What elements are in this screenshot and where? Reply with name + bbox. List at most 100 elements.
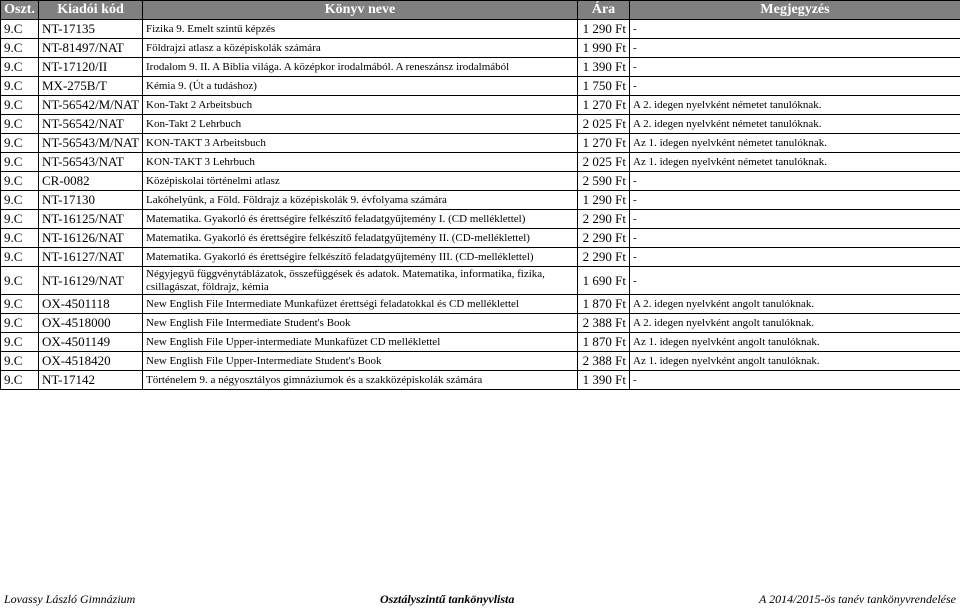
cell-ar: 2 388 Ft	[578, 314, 630, 333]
cell-ar: 2 025 Ft	[578, 115, 630, 134]
cell-kod: OX-4518000	[39, 314, 143, 333]
cell-oszt: 9.C	[1, 20, 39, 39]
cell-kod: OX-4501118	[39, 295, 143, 314]
cell-oszt: 9.C	[1, 191, 39, 210]
cell-meg: -	[630, 191, 960, 210]
cell-oszt: 9.C	[1, 115, 39, 134]
table-row: 9.COX-4518000New English File Intermedia…	[1, 314, 960, 333]
cell-nev: Középiskolai történelmi atlasz	[143, 172, 578, 191]
cell-kod: MX-275B/T	[39, 77, 143, 96]
cell-ar: 1 990 Ft	[578, 39, 630, 58]
cell-oszt: 9.C	[1, 134, 39, 153]
cell-kod: NT-16125/NAT	[39, 210, 143, 229]
page-footer: Lovassy László Gimnázium Osztályszintű t…	[0, 592, 960, 607]
cell-nev: Irodalom 9. II. A Biblia világa. A közép…	[143, 58, 578, 77]
cell-kod: NT-17142	[39, 371, 143, 390]
cell-oszt: 9.C	[1, 96, 39, 115]
footer-center: Osztályszintű tankönyvlista	[380, 592, 514, 607]
cell-kod: NT-56543/M/NAT	[39, 134, 143, 153]
cell-meg: A 2. idegen nyelvként németet tanulóknak…	[630, 96, 960, 115]
cell-ar: 1 690 Ft	[578, 267, 630, 295]
cell-oszt: 9.C	[1, 153, 39, 172]
table-row: 9.CNT-17135Fizika 9. Emelt szintű képzés…	[1, 20, 960, 39]
cell-ar: 1 290 Ft	[578, 20, 630, 39]
cell-nev: Matematika. Gyakorló és érettségire felk…	[143, 229, 578, 248]
cell-kod: NT-81497/NAT	[39, 39, 143, 58]
cell-ar: 2 290 Ft	[578, 248, 630, 267]
cell-kod: NT-16126/NAT	[39, 229, 143, 248]
cell-nev: Kon-Takt 2 Lehrbuch	[143, 115, 578, 134]
cell-meg: -	[630, 58, 960, 77]
textbook-table: Oszt. Kiadói kód Könyv neve Ára Megjegyz…	[0, 0, 960, 390]
cell-kod: OX-4501149	[39, 333, 143, 352]
cell-meg: -	[630, 39, 960, 58]
cell-oszt: 9.C	[1, 295, 39, 314]
table-row: 9.CNT-56543/NATKON-TAKT 3 Lehrbuch2 025 …	[1, 153, 960, 172]
footer-right: A 2014/2015-ös tanév tankönyvrendelése	[759, 592, 956, 607]
cell-meg: -	[630, 210, 960, 229]
cell-meg: -	[630, 267, 960, 295]
cell-meg: -	[630, 77, 960, 96]
footer-left: Lovassy László Gimnázium	[4, 592, 135, 607]
cell-ar: 1 750 Ft	[578, 77, 630, 96]
cell-oszt: 9.C	[1, 210, 39, 229]
cell-kod: NT-17135	[39, 20, 143, 39]
cell-kod: NT-16129/NAT	[39, 267, 143, 295]
cell-ar: 2 590 Ft	[578, 172, 630, 191]
header-nev: Könyv neve	[143, 1, 578, 20]
cell-oszt: 9.C	[1, 58, 39, 77]
cell-nev: Fizika 9. Emelt szintű képzés	[143, 20, 578, 39]
cell-oszt: 9.C	[1, 371, 39, 390]
header-ar: Ára	[578, 1, 630, 20]
cell-meg: Az 1. idegen nyelvként németet tanulókna…	[630, 134, 960, 153]
cell-meg: A 2. idegen nyelvként angolt tanulóknak.	[630, 295, 960, 314]
cell-ar: 2 290 Ft	[578, 210, 630, 229]
header-meg: Megjegyzés	[630, 1, 960, 20]
header-oszt: Oszt.	[1, 1, 39, 20]
header-row: Oszt. Kiadói kód Könyv neve Ára Megjegyz…	[1, 1, 960, 20]
cell-meg: A 2. idegen nyelvként angolt tanulóknak.	[630, 314, 960, 333]
header-kod: Kiadói kód	[39, 1, 143, 20]
cell-meg: A 2. idegen nyelvként németet tanulóknak…	[630, 115, 960, 134]
cell-nev: KON-TAKT 3 Lehrbuch	[143, 153, 578, 172]
cell-meg: -	[630, 229, 960, 248]
cell-ar: 2 025 Ft	[578, 153, 630, 172]
cell-nev: Lakóhelyünk, a Föld. Földrajz a középisk…	[143, 191, 578, 210]
table-row: 9.COX-4501118New English File Intermedia…	[1, 295, 960, 314]
table-row: 9.CNT-16129/NATNégyjegyű függvénytábláza…	[1, 267, 960, 295]
cell-nev: Kon-Takt 2 Arbeitsbuch	[143, 96, 578, 115]
table-row: 9.COX-4501149New English File Upper-inte…	[1, 333, 960, 352]
table-row: 9.CNT-17120/IIIrodalom 9. II. A Biblia v…	[1, 58, 960, 77]
cell-nev: Négyjegyű függvénytáblázatok, összefüggé…	[143, 267, 578, 295]
cell-ar: 1 870 Ft	[578, 295, 630, 314]
cell-oszt: 9.C	[1, 248, 39, 267]
cell-nev: Kémia 9. (Út a tudáshoz)	[143, 77, 578, 96]
cell-kod: NT-16127/NAT	[39, 248, 143, 267]
cell-kod: NT-56542/NAT	[39, 115, 143, 134]
cell-nev: New English File Upper-Intermediate Stud…	[143, 352, 578, 371]
cell-nev: New English File Intermediate Student's …	[143, 314, 578, 333]
cell-meg: Az 1. idegen nyelvként németet tanulókna…	[630, 153, 960, 172]
table-row: 9.CNT-56543/M/NATKON-TAKT 3 Arbeitsbuch1…	[1, 134, 960, 153]
cell-kod: NT-17130	[39, 191, 143, 210]
table-row: 9.COX-4518420New English File Upper-Inte…	[1, 352, 960, 371]
cell-ar: 2 388 Ft	[578, 352, 630, 371]
table-row: 9.CNT-16127/NATMatematika. Gyakorló és é…	[1, 248, 960, 267]
cell-nev: Földrajzi atlasz a középiskolák számára	[143, 39, 578, 58]
cell-kod: NT-56543/NAT	[39, 153, 143, 172]
table-row: 9.CNT-16125/NATMatematika. Gyakorló és é…	[1, 210, 960, 229]
cell-ar: 1 270 Ft	[578, 96, 630, 115]
cell-nev: KON-TAKT 3 Arbeitsbuch	[143, 134, 578, 153]
cell-meg: Az 1. idegen nyelvként angolt tanulóknak…	[630, 333, 960, 352]
cell-oszt: 9.C	[1, 267, 39, 295]
cell-ar: 1 290 Ft	[578, 191, 630, 210]
cell-oszt: 9.C	[1, 352, 39, 371]
cell-nev: Matematika. Gyakorló és érettségire felk…	[143, 210, 578, 229]
table-row: 9.CCR-0082Középiskolai történelmi atlasz…	[1, 172, 960, 191]
cell-kod: NT-17120/II	[39, 58, 143, 77]
cell-nev: Történelem 9. a négyosztályos gimnáziumo…	[143, 371, 578, 390]
table-row: 9.CNT-16126/NATMatematika. Gyakorló és é…	[1, 229, 960, 248]
cell-nev: New English File Intermediate Munkafüzet…	[143, 295, 578, 314]
cell-oszt: 9.C	[1, 333, 39, 352]
cell-meg: -	[630, 248, 960, 267]
